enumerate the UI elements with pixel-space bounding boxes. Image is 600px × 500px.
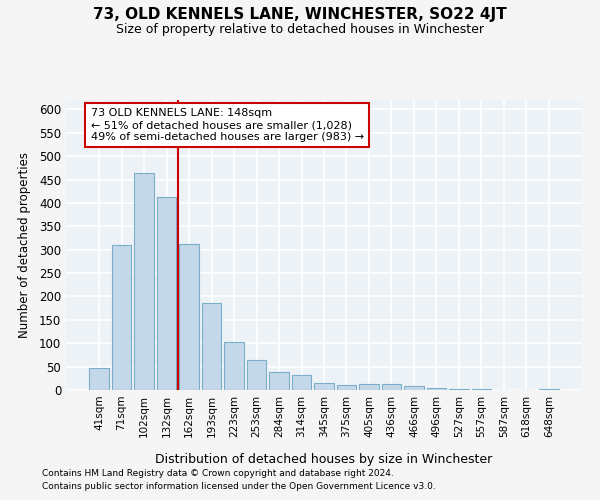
Bar: [382, 384, 401, 390]
Text: Distribution of detached houses by size in Winchester: Distribution of detached houses by size …: [155, 452, 493, 466]
Bar: [292, 375, 311, 390]
Text: 73, OLD KENNELS LANE, WINCHESTER, SO22 4JT: 73, OLD KENNELS LANE, WINCHESTER, SO22 4…: [93, 8, 507, 22]
Bar: [404, 386, 424, 390]
Bar: [224, 342, 244, 390]
Y-axis label: Number of detached properties: Number of detached properties: [17, 152, 31, 338]
Bar: [449, 388, 469, 390]
Bar: [472, 389, 491, 390]
Bar: [314, 384, 334, 390]
Bar: [202, 304, 221, 390]
Text: 73 OLD KENNELS LANE: 148sqm
← 51% of detached houses are smaller (1,028)
49% of : 73 OLD KENNELS LANE: 148sqm ← 51% of det…: [91, 108, 364, 142]
Bar: [359, 384, 379, 390]
Bar: [539, 388, 559, 390]
Bar: [337, 385, 356, 390]
Text: Contains HM Land Registry data © Crown copyright and database right 2024.: Contains HM Land Registry data © Crown c…: [42, 468, 394, 477]
Bar: [89, 368, 109, 390]
Bar: [427, 388, 446, 390]
Bar: [247, 360, 266, 390]
Text: Size of property relative to detached houses in Winchester: Size of property relative to detached ho…: [116, 22, 484, 36]
Text: Contains public sector information licensed under the Open Government Licence v3: Contains public sector information licen…: [42, 482, 436, 491]
Bar: [269, 372, 289, 390]
Bar: [179, 244, 199, 390]
Bar: [112, 245, 131, 390]
Bar: [134, 172, 154, 390]
Bar: [157, 197, 176, 390]
